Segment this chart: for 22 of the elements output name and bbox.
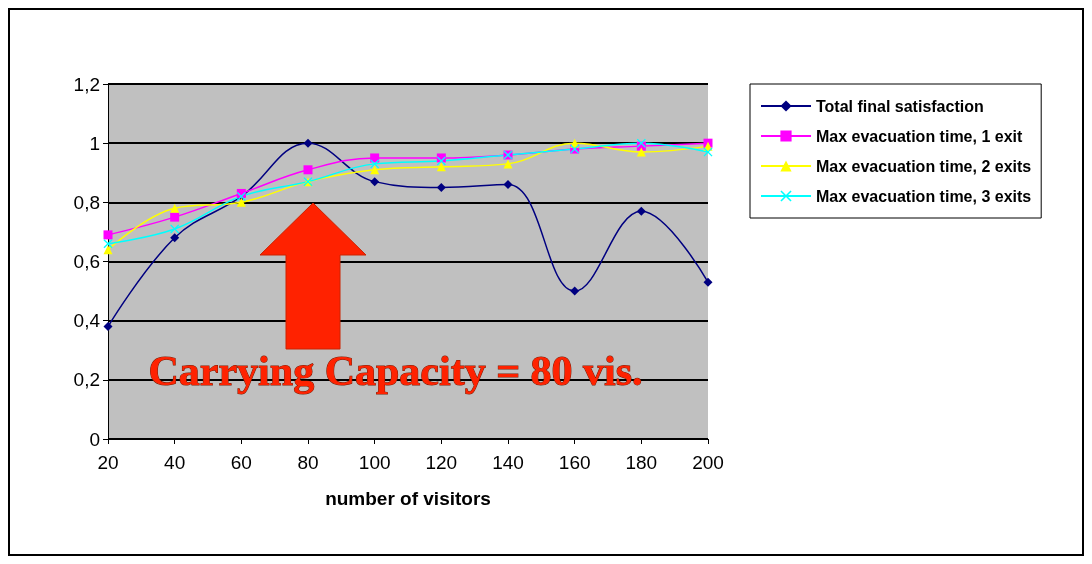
y-tick-label: 0,6 bbox=[73, 251, 100, 272]
x-tick-label: 200 bbox=[692, 452, 724, 473]
legend-label: Total final satisfaction bbox=[816, 97, 984, 115]
legend-label: Max evacuation time, 3 exits bbox=[816, 187, 1032, 205]
y-tick-label: 0,4 bbox=[73, 310, 101, 332]
x-tick-label: 140 bbox=[492, 452, 524, 473]
y-tick-label: 0,8 bbox=[73, 191, 100, 213]
x-axis-title: number of visitors bbox=[325, 488, 491, 509]
y-tick-label: 1,2 bbox=[73, 73, 100, 95]
legend-label: Max evacuation time, 2 exits bbox=[816, 157, 1032, 175]
x-tick-label: 80 bbox=[297, 452, 319, 473]
y-tick-label: 1 bbox=[89, 132, 100, 154]
x-tick-label: 60 bbox=[230, 452, 252, 473]
x-tick-label: 120 bbox=[425, 452, 458, 473]
x-tick-label: 160 bbox=[558, 452, 591, 473]
x-tick-label: 40 bbox=[164, 452, 186, 473]
x-tick-label: 20 bbox=[97, 452, 119, 473]
y-tick-label: 0,2 bbox=[73, 369, 100, 391]
x-tick-label: 180 bbox=[625, 452, 658, 473]
x-tick-label: 100 bbox=[358, 452, 391, 473]
y-tick-label: 0 bbox=[89, 428, 100, 450]
legend-label: Max evacuation time, 1 exit bbox=[816, 127, 1023, 145]
